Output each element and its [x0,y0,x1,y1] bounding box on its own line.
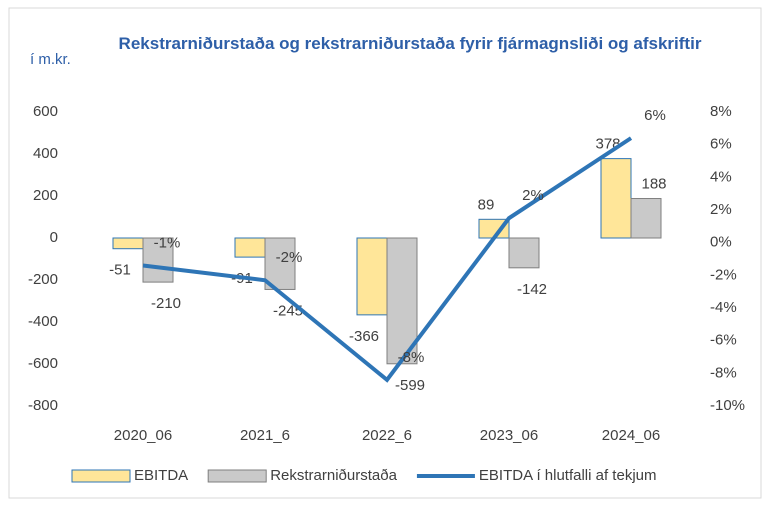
bar [234,237,266,258]
legend-label: EBITDA [134,467,188,484]
y-tick-label: 0 [50,229,58,246]
data-label: -210 [151,295,181,312]
y2-tick-label: -2% [710,266,737,283]
bar [112,237,144,250]
y2-tick-label: -4% [710,299,737,316]
legend-label: Rekstrarniðurstaða [270,467,397,484]
y-tick-label: -200 [28,271,58,288]
data-label: -142 [517,281,547,298]
bar [356,237,388,316]
data-label: -366 [349,328,379,345]
x-tick-label: 2022_6 [362,427,412,444]
bar [508,237,540,269]
bar [600,158,632,239]
line-label: -8% [398,349,425,366]
x-tick-label: 2021_6 [240,427,290,444]
y-tick-label: 400 [33,145,58,162]
y2-tick-label: 4% [710,168,732,185]
legend-swatch [207,469,267,483]
y-tick-label: -800 [28,397,58,414]
bar [386,237,418,365]
y-tick-label: 600 [33,103,58,120]
line [142,136,633,383]
line-label: -2% [276,249,303,266]
y2-tick-label: -8% [710,364,737,381]
data-label: -245 [273,302,303,319]
bar [264,237,296,290]
legend-swatch [71,469,131,483]
y2-tick-label: 8% [710,103,732,120]
chart-title: Rekstrarniðurstaða og rekstrarniðurstaða… [118,34,702,53]
x-tick-label: 2024_06 [602,427,660,444]
bar [630,198,662,239]
y2-tick-label: 0% [710,234,732,251]
legend-label: EBITDA í hlutfalli af tekjum [479,467,657,484]
data-label: 188 [641,175,666,192]
y2-tick-label: -6% [710,332,737,349]
y-axis-label: í m.kr. [30,51,71,68]
line-label: 2% [522,187,544,204]
y2-tick-label: -10% [710,397,745,414]
line-label: -1% [154,235,181,252]
data-label: 378 [595,136,620,153]
frame [8,7,762,499]
x-tick-label: 2020_06 [114,427,172,444]
y-tick-label: 200 [33,187,58,204]
data-label: -599 [395,377,425,394]
y2-tick-label: 2% [710,201,732,218]
y-tick-label: -600 [28,355,58,372]
data-label: -51 [109,262,131,279]
x-tick-label: 2023_06 [480,427,538,444]
data-label: 89 [478,196,495,213]
y-tick-label: -400 [28,313,58,330]
bar [142,237,174,283]
y2-tick-label: 6% [710,136,732,153]
line-label: 6% [644,107,666,124]
